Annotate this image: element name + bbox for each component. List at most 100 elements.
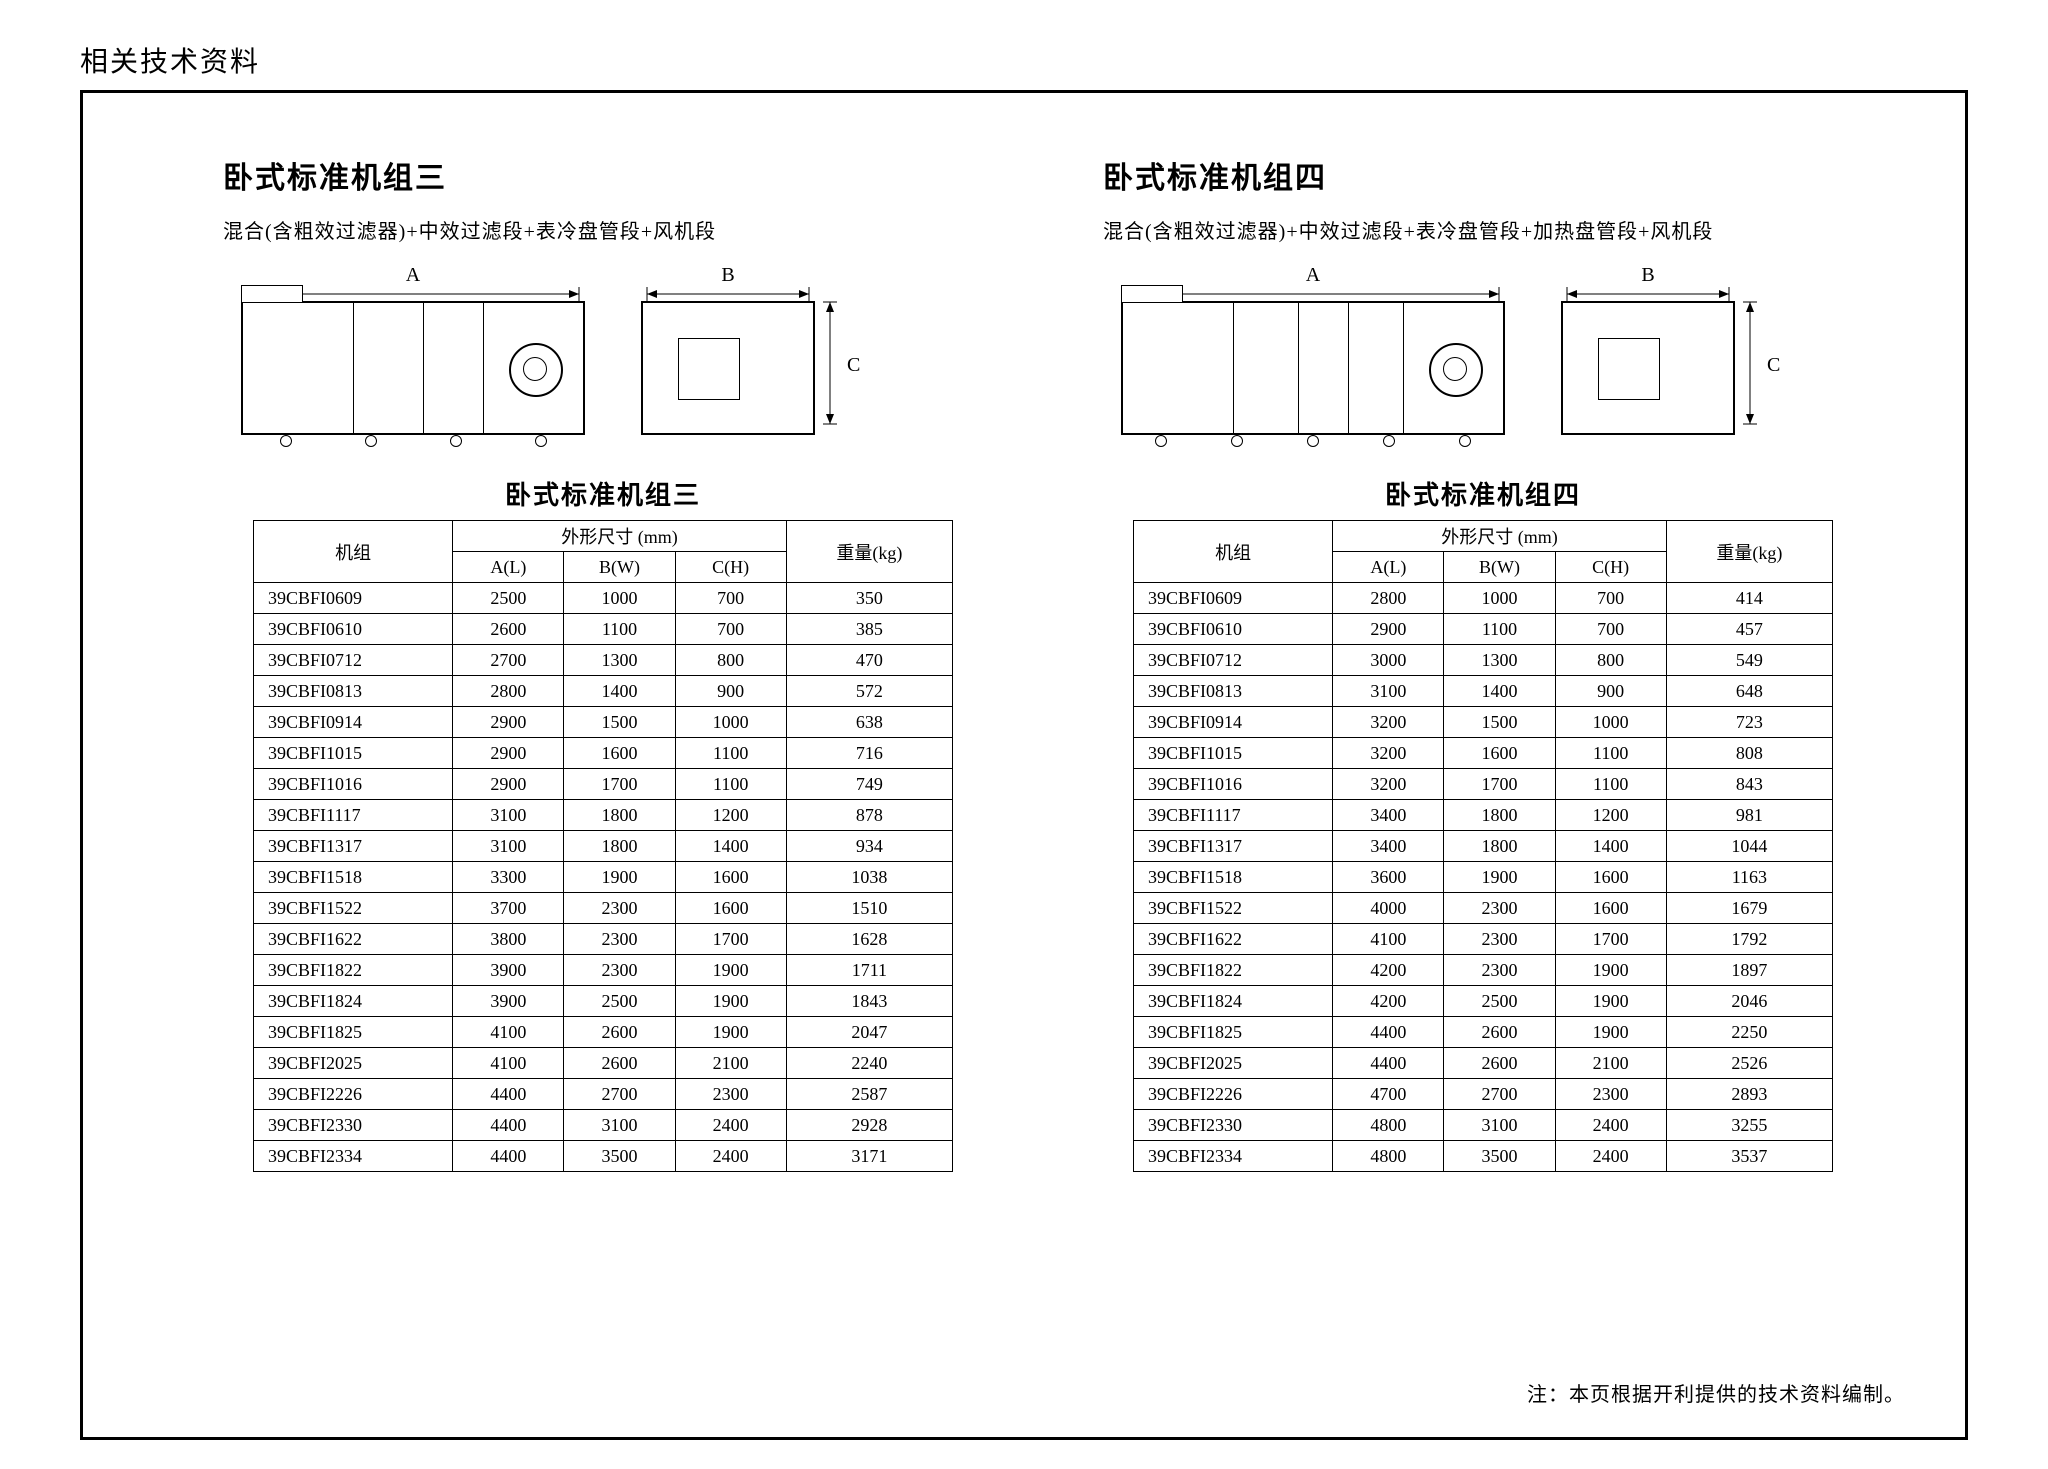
table-cell: 1800 (1444, 800, 1555, 831)
table-cell: 3500 (1444, 1141, 1555, 1172)
table-cell: 3900 (453, 955, 564, 986)
table-cell: 1700 (564, 769, 675, 800)
table-row: 39CBFI23304800310024003255 (1134, 1110, 1833, 1141)
table-cell: 39CBFI0813 (1134, 676, 1333, 707)
table-cell: 3600 (1333, 862, 1444, 893)
page-header: 相关技术资料 (80, 40, 1968, 80)
table-cell: 1700 (1444, 769, 1555, 800)
table-cell: 700 (675, 583, 786, 614)
table-cell: 1400 (675, 831, 786, 862)
table-cell: 39CBFI1522 (1134, 893, 1333, 924)
table-cell: 470 (786, 645, 952, 676)
side-view-schematic (241, 301, 585, 435)
table-cell: 2400 (1555, 1141, 1666, 1172)
table-cell: 1400 (1444, 676, 1555, 707)
right-column: 卧式标准机组四 混合(含粗效过滤器)+中效过滤段+表冷盘管段+加热盘管段+风机段… (1103, 153, 1863, 1397)
table-cell: 39CBFI2226 (254, 1079, 453, 1110)
table-row: 39CBFI081331001400900648 (1134, 676, 1833, 707)
th-unit: 机组 (254, 521, 453, 583)
table-cell: 39CBFI2226 (1134, 1079, 1333, 1110)
page: 相关技术资料 卧式标准机组三 混合(含粗效过滤器)+中效过滤段+表冷盘管段+风机… (0, 0, 2048, 1469)
table-cell: 3100 (1333, 676, 1444, 707)
table-row: 39CBFI16223800230017001628 (254, 924, 953, 955)
table-cell: 39CBFI2025 (254, 1048, 453, 1079)
table-cell: 716 (786, 738, 952, 769)
th-bw: B(W) (564, 552, 675, 583)
table-cell: 3200 (1333, 707, 1444, 738)
table-cell: 4100 (453, 1048, 564, 1079)
dim-c-label-r: C (1767, 264, 1780, 377)
table-cell: 39CBFI1317 (254, 831, 453, 862)
table-cell: 2400 (1555, 1110, 1666, 1141)
table-cell: 2300 (675, 1079, 786, 1110)
table-cell: 350 (786, 583, 952, 614)
table-row: 39CBFI18254400260019002250 (1134, 1017, 1833, 1048)
table-cell: 2928 (786, 1110, 952, 1141)
right-table: 机组 外形尺寸 (mm) 重量(kg) A(L) B(W) C(H) 39CBF… (1133, 520, 1833, 1172)
table-cell: 808 (1666, 738, 1832, 769)
table-cell: 2100 (675, 1048, 786, 1079)
table-cell: 1900 (675, 1017, 786, 1048)
table-row: 39CBFI13173400180014001044 (1134, 831, 1833, 862)
table-cell: 2300 (1444, 955, 1555, 986)
table-cell: 3171 (786, 1141, 952, 1172)
table-cell: 4100 (1333, 924, 1444, 955)
table-cell: 878 (786, 800, 952, 831)
table-cell: 1100 (1555, 769, 1666, 800)
table-cell: 1000 (1444, 583, 1555, 614)
table-cell: 3400 (1333, 800, 1444, 831)
table-row: 39CBFI1117340018001200981 (1134, 800, 1833, 831)
table-cell: 3100 (453, 831, 564, 862)
table-cell: 2300 (1555, 1079, 1666, 1110)
table-cell: 572 (786, 676, 952, 707)
th-weight: 重量(kg) (786, 521, 952, 583)
dim-b-line-r (1563, 287, 1733, 301)
table-cell: 2500 (1444, 986, 1555, 1017)
table-row: 39CBFI1016290017001100749 (254, 769, 953, 800)
table-cell: 2500 (564, 986, 675, 1017)
table-cell: 39CBFI1117 (254, 800, 453, 831)
table-cell: 3100 (453, 800, 564, 831)
table-cell: 1044 (1666, 831, 1832, 862)
table-row: 39CBFI18223900230019001711 (254, 955, 953, 986)
table-cell: 1800 (564, 800, 675, 831)
end-view-schematic-r (1561, 301, 1735, 435)
table-row: 39CBFI0914290015001000638 (254, 707, 953, 738)
table-cell: 2700 (564, 1079, 675, 1110)
table-cell: 2300 (564, 893, 675, 924)
table-cell: 39CBFI0610 (254, 614, 453, 645)
table-row: 39CBFI071227001300800470 (254, 645, 953, 676)
table-cell: 1600 (675, 893, 786, 924)
table-cell: 3200 (1333, 769, 1444, 800)
th-weight: 重量(kg) (1666, 521, 1832, 583)
table-cell: 39CBFI1518 (1134, 862, 1333, 893)
table-cell: 414 (1666, 583, 1832, 614)
table-cell: 4700 (1333, 1079, 1444, 1110)
table-cell: 2046 (1666, 986, 1832, 1017)
table-row: 39CBFI060925001000700350 (254, 583, 953, 614)
table-cell: 2900 (453, 769, 564, 800)
table-cell: 1510 (786, 893, 952, 924)
table-cell: 39CBFI1622 (1134, 924, 1333, 955)
dim-c-line (821, 298, 839, 428)
table-cell: 1628 (786, 924, 952, 955)
table-cell: 749 (786, 769, 952, 800)
table-row: 39CBFI1317310018001400934 (254, 831, 953, 862)
table-cell: 39CBFI2334 (1134, 1141, 1333, 1172)
table-cell: 1800 (1444, 831, 1555, 862)
table-row: 39CBFI18224200230019001897 (1134, 955, 1833, 986)
table-cell: 39CBFI1824 (1134, 986, 1333, 1017)
table-cell: 1900 (1555, 955, 1666, 986)
table-cell: 2600 (453, 614, 564, 645)
side-view-schematic-r (1121, 301, 1505, 435)
table-cell: 2800 (1333, 583, 1444, 614)
table-cell: 2900 (453, 707, 564, 738)
table-cell: 1900 (675, 955, 786, 986)
th-dims: 外形尺寸 (mm) (1333, 521, 1667, 552)
table-cell: 1163 (1666, 862, 1832, 893)
table-cell: 1600 (1555, 862, 1666, 893)
table-cell: 1100 (675, 738, 786, 769)
table-cell: 39CBFI1822 (1134, 955, 1333, 986)
table-cell: 39CBFI0813 (254, 676, 453, 707)
table-row: 39CBFI081328001400900572 (254, 676, 953, 707)
